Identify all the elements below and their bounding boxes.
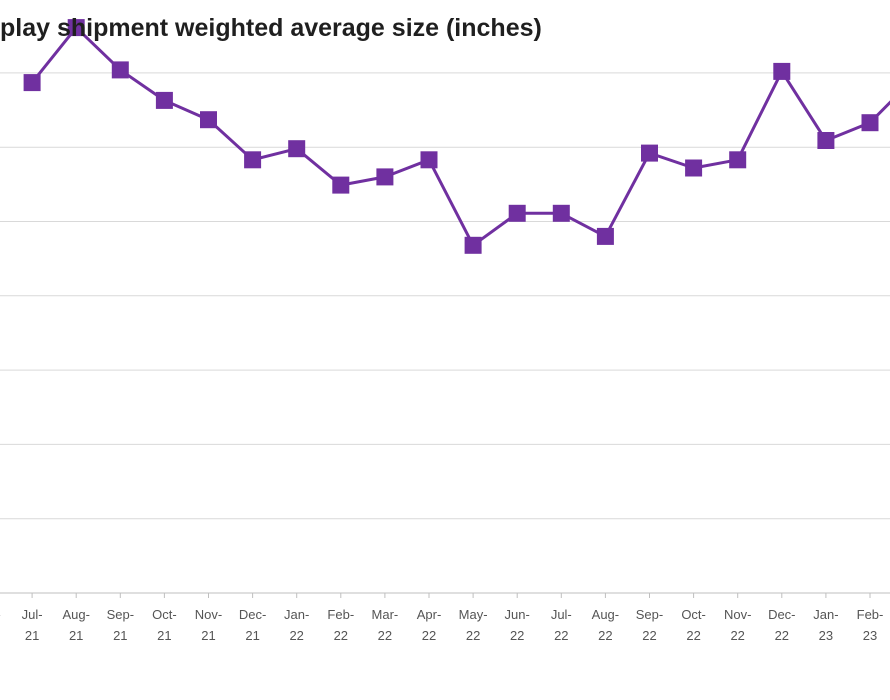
x-tick-label: Jun-22 <box>505 607 530 643</box>
x-tick-label: Nov-22 <box>724 607 751 643</box>
data-point-marker <box>641 144 658 162</box>
data-point-marker <box>155 91 173 109</box>
series-line <box>30 26 890 247</box>
data-point-marker <box>332 176 350 194</box>
data-point-marker <box>861 114 879 132</box>
series-markers <box>23 19 879 254</box>
data-point-marker <box>288 140 306 158</box>
x-tick-label: Jul-22 <box>551 607 572 643</box>
data-point-marker <box>552 204 570 222</box>
x-tick-label: Aug-22 <box>592 607 619 643</box>
data-point-marker <box>596 227 614 245</box>
data-point-marker <box>244 151 262 169</box>
x-tick-label: May-22 <box>459 607 488 643</box>
x-tick-label: Sep-22 <box>636 607 663 643</box>
series-line-layer <box>30 26 890 247</box>
x-tick-label: Jul-21 <box>22 607 43 643</box>
x-tick-label: Oct-21 <box>152 607 177 643</box>
x-tick-label: Apr-22 <box>417 607 442 643</box>
x-tick-label: Feb-23 <box>857 607 884 643</box>
data-point-marker <box>817 132 835 149</box>
x-tick-label: Sep-21 <box>107 607 134 643</box>
chart-title: play shipment weighted average size (inc… <box>0 14 542 42</box>
x-tick-label: Jan-22 <box>284 607 309 643</box>
data-point-marker <box>773 62 791 80</box>
data-point-marker <box>464 236 482 254</box>
x-tick-label: Dec-22 <box>768 607 795 643</box>
x-tick-label: Dec-21 <box>239 607 266 643</box>
x-tick-labels: Jun-21 Jul-21 Aug-21 Sep-21 Oct-21 Nov-21 Dec-… <box>0 593 884 643</box>
data-point-marker <box>67 19 85 37</box>
data-point-marker <box>23 74 41 92</box>
data-point-marker <box>420 151 438 169</box>
data-point-marker <box>685 159 703 177</box>
data-point-marker <box>508 204 526 222</box>
x-tick-label: Oct-22 <box>681 607 706 643</box>
x-tick-label: Jan-23 <box>813 607 838 643</box>
data-point-marker <box>111 61 129 79</box>
x-tick-label: Mar-22 <box>372 607 399 643</box>
data-point-marker <box>729 151 747 169</box>
x-tick-label: Aug-21 <box>62 607 89 643</box>
x-tick-label: Nov-21 <box>195 607 222 643</box>
x-tick-label: Jun-21 <box>0 607 1 643</box>
data-point-marker <box>200 111 217 129</box>
x-tick-label: Feb-22 <box>327 607 354 643</box>
data-point-marker <box>376 168 394 186</box>
gridlines <box>0 72 890 520</box>
